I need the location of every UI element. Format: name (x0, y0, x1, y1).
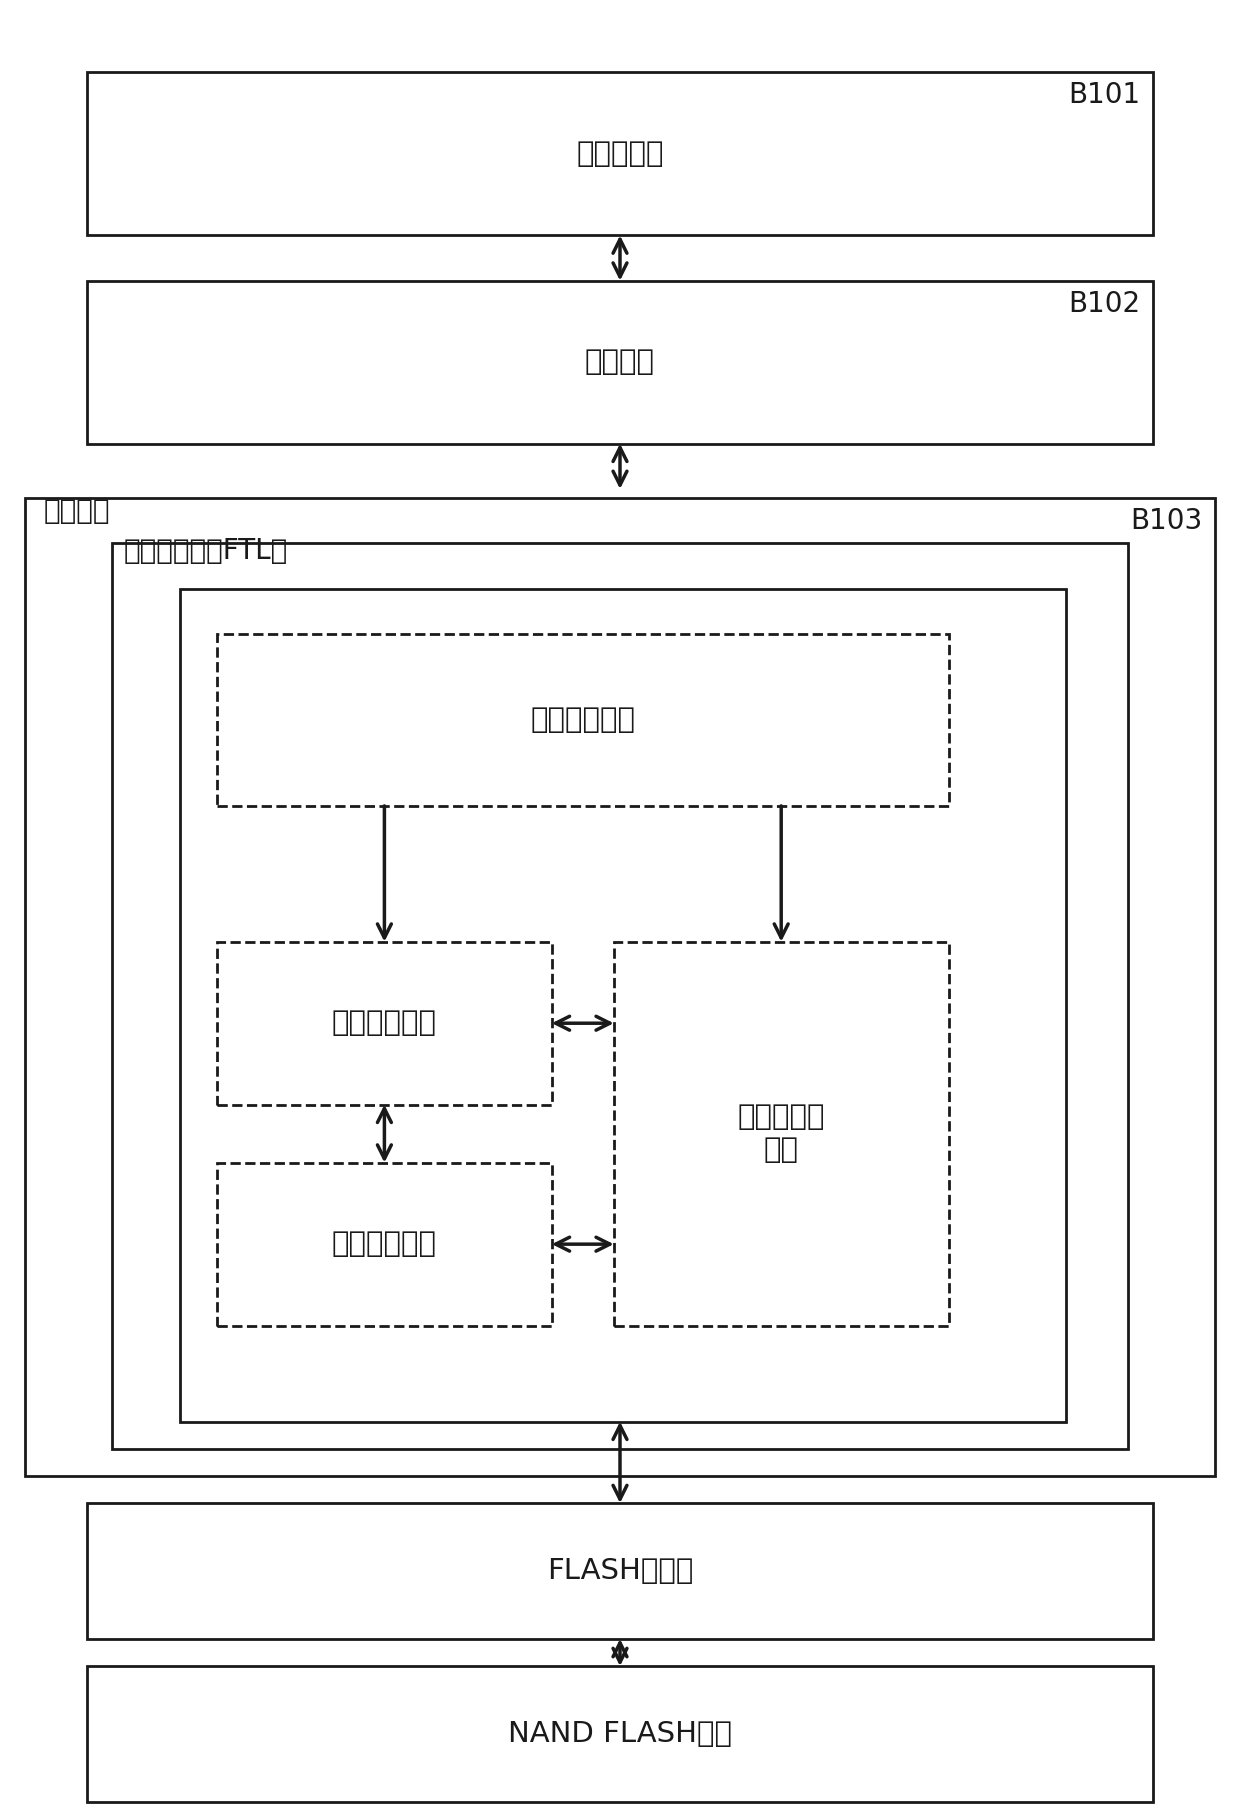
Bar (87, 1503, 1153, 1639)
FancyArrowPatch shape (613, 447, 627, 485)
Text: 垃圾回收单元: 垃圾回收单元 (332, 1009, 436, 1038)
FancyArrowPatch shape (556, 1016, 610, 1030)
Bar (217, 942, 552, 1105)
Text: NAND FLASH阵列: NAND FLASH阵列 (508, 1720, 732, 1748)
Text: 闪存转换层（FTL）: 闪存转换层（FTL） (124, 538, 288, 565)
FancyArrowPatch shape (556, 1237, 610, 1251)
FancyArrowPatch shape (613, 239, 627, 277)
Text: 热数据预测
单元: 热数据预测 单元 (738, 1103, 825, 1164)
FancyArrowPatch shape (613, 1425, 627, 1500)
Bar (87, 1666, 1153, 1802)
Text: 用户层应用: 用户层应用 (577, 139, 663, 168)
Bar (180, 589, 1066, 1422)
Bar (25, 498, 1215, 1476)
Bar (614, 942, 949, 1326)
Text: 磨损均衡单元: 磨损均衡单元 (332, 1230, 436, 1259)
Bar (217, 1163, 552, 1326)
FancyArrowPatch shape (377, 806, 392, 938)
Text: B101: B101 (1069, 81, 1141, 109)
Bar (87, 72, 1153, 235)
Bar (112, 543, 1128, 1449)
FancyArrowPatch shape (377, 1108, 392, 1159)
Text: 地址分配单元: 地址分配单元 (531, 706, 635, 733)
Text: 文件系统: 文件系统 (585, 348, 655, 377)
Bar (217, 634, 949, 806)
Bar (87, 281, 1153, 444)
Text: 固态硬盘: 固态硬盘 (43, 498, 110, 525)
Text: B103: B103 (1131, 507, 1203, 534)
Text: B102: B102 (1069, 290, 1141, 317)
FancyArrowPatch shape (613, 1643, 627, 1662)
FancyArrowPatch shape (774, 806, 789, 938)
Text: FLASH控制器: FLASH控制器 (547, 1557, 693, 1585)
